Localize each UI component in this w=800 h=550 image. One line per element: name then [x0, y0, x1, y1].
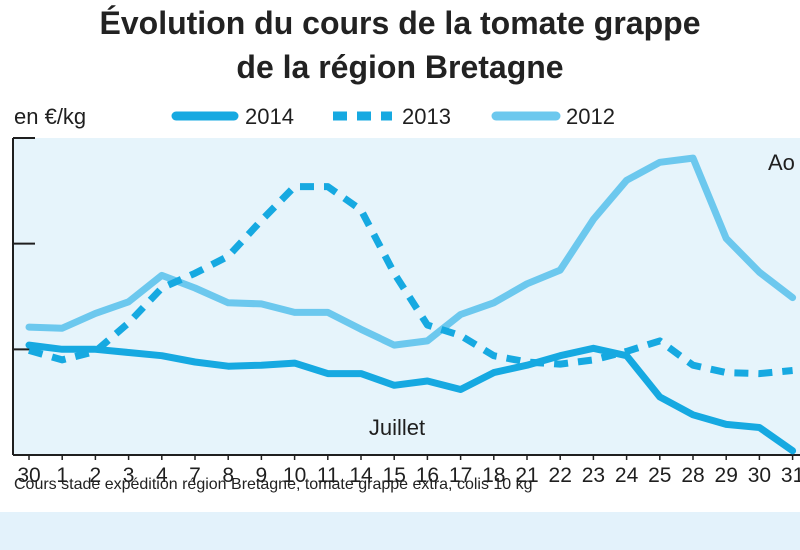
x-tick-label: 3	[123, 464, 135, 487]
x-tick-label: 7	[189, 464, 201, 487]
x-tick-label: 31	[781, 464, 800, 487]
x-tick-label: 11	[317, 464, 339, 487]
series-line-2013	[28, 183, 793, 378]
x-tick-label: 1	[56, 464, 68, 487]
legend-label-2012: 2012	[566, 104, 615, 129]
x-tick-label: 25	[648, 464, 671, 487]
x-tick-label: 29	[715, 464, 738, 487]
bottom-band	[0, 512, 800, 550]
x-tick-label: 22	[549, 464, 572, 487]
x-tick-label: 28	[681, 464, 704, 487]
x-tick-label: 30	[17, 464, 40, 487]
x-tick-label: 2	[90, 464, 102, 487]
month-label-aout: Ao	[768, 150, 795, 175]
chart-title-line-2: de la région Bretagne	[236, 49, 564, 85]
x-tick-label: 30	[748, 464, 771, 487]
x-tick-label: 17	[449, 464, 472, 487]
legend-label-2013: 2013	[402, 104, 451, 129]
x-tick-label: 15	[383, 464, 406, 487]
x-tick-label: 8	[222, 464, 234, 487]
series-line-2014	[25, 341, 797, 455]
x-tick-label: 23	[582, 464, 605, 487]
series-line-2012	[25, 154, 797, 349]
x-tick-label: 10	[283, 464, 306, 487]
x-tick-label: 4	[156, 464, 168, 487]
x-tick-label: 16	[416, 464, 439, 487]
x-tick-label: 21	[515, 464, 538, 487]
chart-footnote: Cours stade expédition région Bretagne, …	[14, 476, 533, 493]
x-tick-label: 24	[615, 464, 639, 487]
x-tick-label: 9	[256, 464, 268, 487]
x-tick-label: 18	[482, 464, 505, 487]
month-label-juillet: Juillet	[369, 415, 425, 440]
chart-title-line-1: Évolution du cours de la tomate grappe	[99, 5, 701, 41]
legend-label-2014: 2014	[245, 104, 294, 129]
x-tick-label: 14	[349, 464, 373, 487]
y-axis-label: en €/kg	[14, 104, 86, 129]
